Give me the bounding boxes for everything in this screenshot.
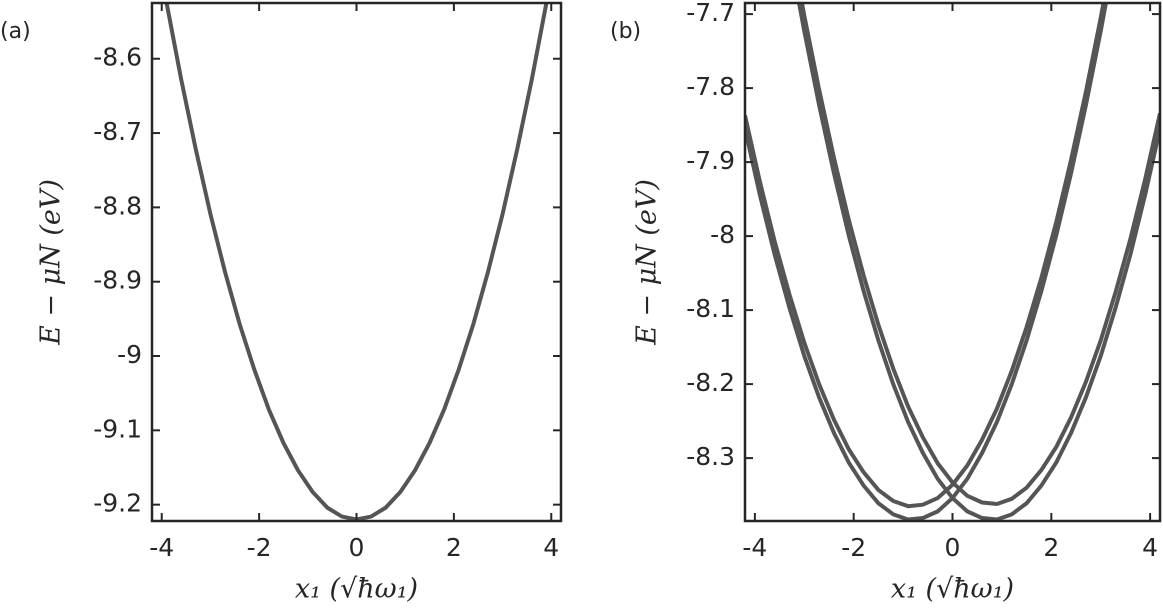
x-tick-label: 2: [446, 533, 462, 562]
x-tick-label: 4: [1142, 533, 1158, 562]
y-tick-label: -8.2: [686, 368, 735, 397]
curve: [797, 3, 1160, 521]
y-tick-label: -8: [710, 220, 735, 249]
x-axis-label: x₁ (√ħω₁): [891, 574, 1014, 605]
y-axis-label: E − μN (eV): [632, 179, 663, 346]
y-tick-label: -7.8: [686, 72, 735, 101]
y-tick-label: -9.2: [93, 489, 142, 518]
panel-label: (a): [0, 19, 31, 44]
y-tick-label: -9.1: [93, 414, 142, 443]
x-tick-label: -4: [149, 533, 174, 562]
x-tick-label: 4: [543, 533, 559, 562]
y-tick-label: -9: [117, 340, 142, 369]
x-tick-label: -2: [841, 533, 866, 562]
x-tick-label: 0: [945, 533, 961, 562]
y-tick-label: -8.7: [93, 117, 142, 146]
x-tick-label: 0: [349, 533, 365, 562]
plot-frame: [150, 1, 563, 523]
y-tick-label: -8.3: [686, 442, 735, 471]
y-tick-label: -7.9: [686, 146, 735, 175]
x-tick-label: 2: [1043, 533, 1059, 562]
x-tick-label: -2: [247, 533, 272, 562]
y-tick-label: -8.9: [93, 266, 142, 295]
y-tick-label: -7.7: [686, 0, 735, 27]
y-tick-label: -8.6: [93, 43, 142, 72]
y-tick-label: -8.8: [93, 191, 142, 220]
curve: [745, 3, 1108, 521]
x-axis-label: x₁ (√ħω₁): [295, 574, 418, 605]
y-tick-label: -8.1: [686, 294, 735, 323]
curve: [799, 3, 1160, 507]
curve: [745, 3, 1106, 509]
curve: [164, 3, 549, 521]
y-axis-label: E − μN (eV): [36, 179, 67, 346]
plot-frame: [743, 1, 1162, 523]
panel-label: (b): [610, 19, 641, 44]
x-tick-label: -4: [742, 533, 767, 562]
